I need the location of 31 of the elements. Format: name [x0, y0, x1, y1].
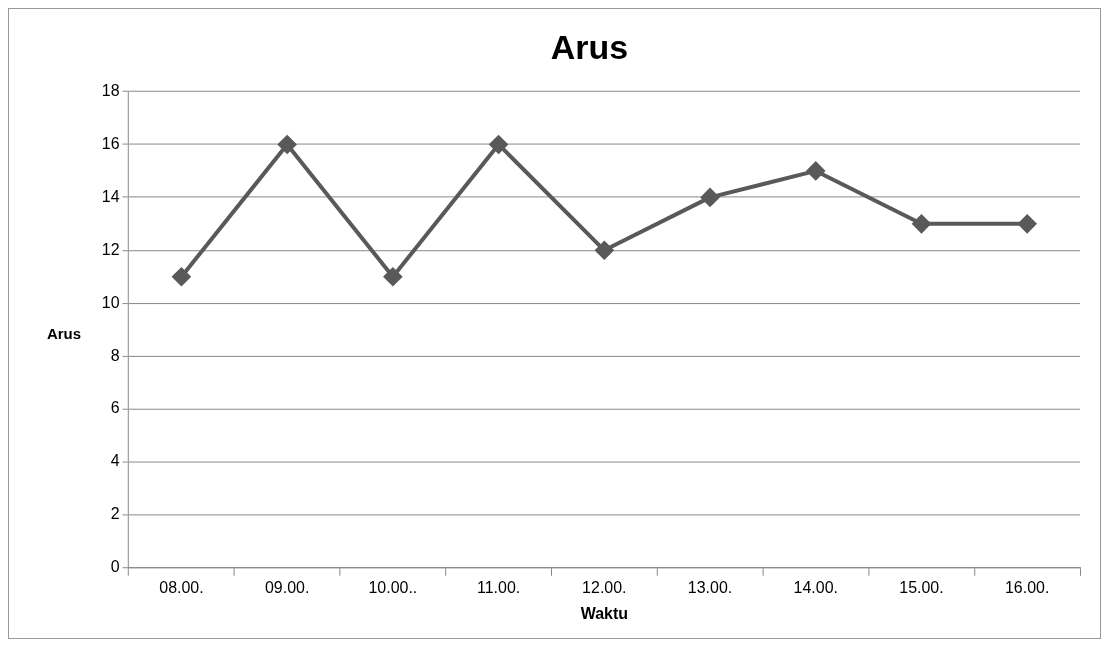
point [172, 267, 191, 286]
point [701, 188, 720, 207]
point [383, 267, 402, 286]
point [1018, 214, 1037, 233]
y-axis-title: Arus [46, 324, 82, 342]
chart-title: Arus [550, 27, 629, 66]
y-tick-label: 0 [110, 558, 120, 576]
x-tick-label: 16.00. [1004, 578, 1050, 596]
point [489, 135, 508, 154]
point [912, 214, 931, 233]
point [595, 241, 614, 260]
x-tick-label: 11.00. [476, 578, 521, 596]
y-tick-label: 18 [101, 81, 120, 99]
x-tick-label: 14.00. [793, 578, 838, 596]
y-tick-label: 8 [110, 346, 120, 364]
x-axis-title: Waktu [580, 604, 628, 622]
x-tick-label: 10.00.. [368, 578, 418, 596]
point [278, 135, 297, 154]
x-tick-label: 09.00. [264, 578, 310, 596]
y-tick-label: 14 [101, 187, 120, 205]
x-tick-label: 12.00. [582, 578, 627, 596]
x-tick-label: 13.00. [687, 578, 733, 596]
y-tick-label: 6 [110, 399, 120, 417]
x-tick-label: 08.00. [159, 578, 204, 596]
y-tick-label: 4 [110, 452, 120, 470]
y-tick-label: 2 [110, 505, 120, 523]
y-tick-label: 16 [101, 134, 120, 152]
point [806, 161, 825, 180]
x-tick-label: 15.00. [899, 578, 944, 596]
y-tick-label: 12 [101, 240, 120, 258]
y-tick-label: 10 [101, 293, 120, 311]
